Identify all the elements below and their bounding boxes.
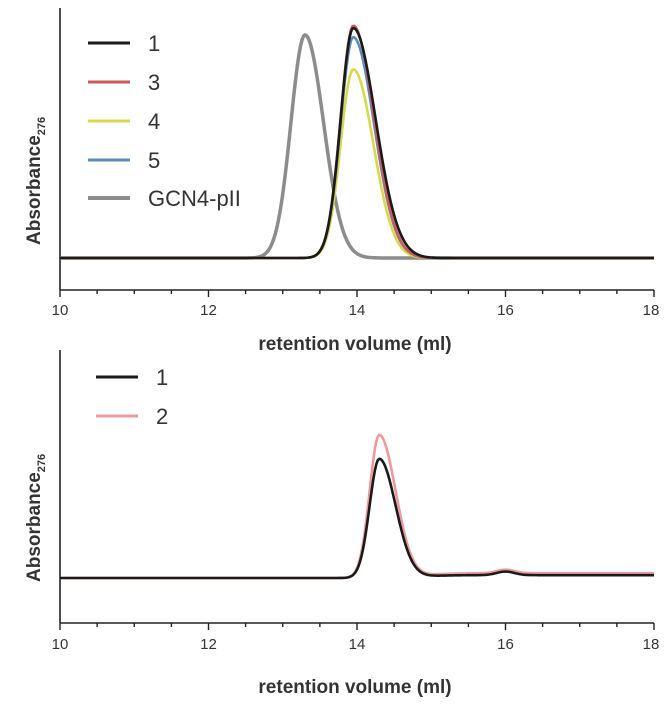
series-line-1 bbox=[60, 457, 654, 580]
top-x-tick-labels: 10 12 14 16 18 bbox=[52, 302, 660, 319]
top-x-axis-title: retention volume (ml) bbox=[258, 334, 451, 355]
top-x-tick-label: 12 bbox=[200, 302, 217, 319]
top-x-tick-label: 16 bbox=[497, 302, 514, 319]
legend-label-b2: 2 bbox=[156, 404, 168, 429]
legend-label-gcn4: GCN4-pII bbox=[148, 186, 241, 211]
legend-label-b1: 1 bbox=[156, 365, 168, 390]
top-x-tick-label: 10 bbox=[52, 302, 69, 319]
bottom-chart-panel: 10 12 14 16 18 retention volume (ml) Abs… bbox=[24, 350, 659, 698]
top-y-axis-title-subscript: 276 bbox=[36, 117, 48, 135]
top-series-group bbox=[59, 24, 655, 260]
bottom-x-tick-label: 10 bbox=[52, 636, 69, 653]
bottom-x-tick-label: 14 bbox=[349, 636, 366, 653]
top-y-axis-title-main: Absorbance bbox=[24, 135, 45, 245]
bottom-y-axis-title-main: Absorbance bbox=[24, 472, 45, 582]
bottom-x-ticks bbox=[59, 623, 655, 630]
series-line-3 bbox=[60, 24, 654, 260]
bottom-x-axis-title: retention volume (ml) bbox=[258, 677, 451, 698]
bottom-x-tick-label: 12 bbox=[200, 636, 217, 653]
legend-label-5: 5 bbox=[148, 148, 160, 173]
top-x-tick-label: 14 bbox=[349, 302, 366, 319]
series-line-2 bbox=[60, 433, 654, 580]
bottom-x-tick-labels: 10 12 14 16 18 bbox=[52, 636, 660, 653]
bottom-x-tick-label: 16 bbox=[497, 636, 514, 653]
bottom-y-axis-title-subscript: 276 bbox=[36, 454, 48, 472]
legend-label-3: 3 bbox=[148, 70, 160, 95]
bottom-y-axis-title: Absorbance276 bbox=[24, 454, 48, 582]
bottom-x-tick-label: 18 bbox=[643, 636, 660, 653]
legend-label-1: 1 bbox=[148, 31, 160, 56]
top-y-axis-title: Absorbance276 bbox=[24, 117, 48, 245]
top-legend: 1 3 4 5 GCN4-pII bbox=[88, 31, 241, 211]
bottom-series-group bbox=[60, 433, 654, 580]
top-x-tick-label: 18 bbox=[643, 302, 660, 319]
bottom-legend: 1 2 bbox=[96, 365, 168, 429]
series-line-1 bbox=[60, 26, 654, 260]
top-chart-panel: 10 12 14 16 18 retention volume (ml) Abs… bbox=[24, 8, 659, 355]
series-line-gcn4-pii bbox=[59, 33, 655, 260]
legend-label-4: 4 bbox=[148, 109, 160, 134]
top-x-ticks bbox=[59, 290, 655, 297]
